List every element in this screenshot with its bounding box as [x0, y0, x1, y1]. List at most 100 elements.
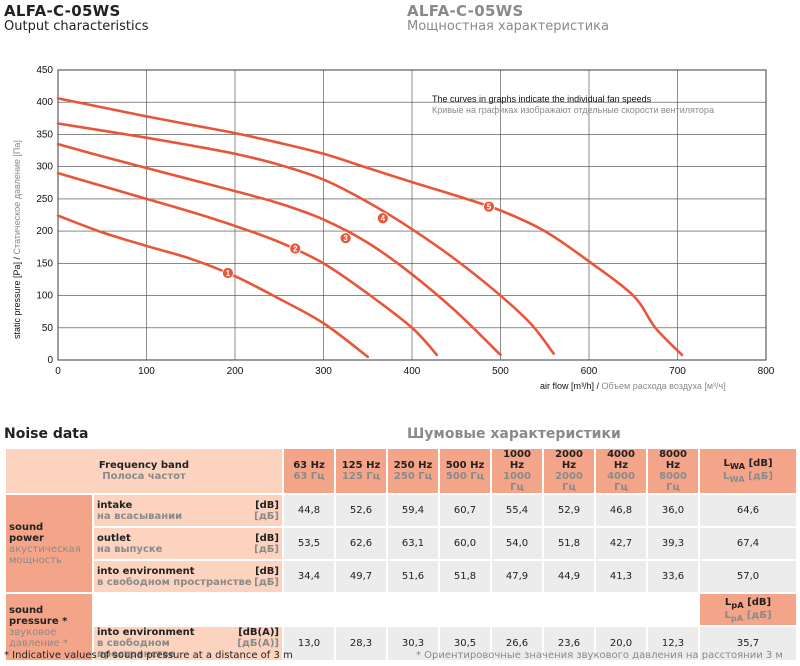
y-tick-label: 150 [36, 258, 53, 269]
x-tick-label: 700 [669, 366, 686, 377]
row-label-pressure-environment: into environment [dB(A)] в свободном прос… [92, 625, 284, 662]
fan-speed-curve-2 [56, 171, 439, 357]
subtitle-en: Output characteristics [4, 19, 149, 34]
fan-speed-curve-5 [56, 97, 684, 357]
y-tick-label: 350 [36, 129, 53, 140]
table-cell: 28,3 [334, 625, 388, 662]
sound-power-label: sound power акустическая мощность [4, 493, 94, 594]
table-cell: 59,4 [386, 493, 440, 528]
footnote-en: * Indicative values of sound pressure at… [4, 650, 293, 661]
table-cell: 51,8 [542, 526, 596, 561]
curve-marker-2 [289, 242, 302, 255]
header-row: Frequency band Полоса частот 63 Hz 63 Гц … [4, 447, 798, 495]
fan-speed-curve-1 [56, 214, 370, 359]
table-cell: 23,6 [542, 625, 596, 662]
table-cell: 62,6 [334, 526, 388, 561]
y-tick-label: 250 [36, 194, 53, 205]
table-cell: 46,8 [594, 493, 648, 528]
row-label-intake: intake [dB] на всасывании [дБ] [92, 493, 284, 528]
fan-speed-curve-4 [56, 122, 555, 355]
chart-note-en: The curves in graphs indicate the indivi… [432, 94, 652, 104]
curve-marker-1 [222, 267, 234, 279]
table-cell: 54,0 [490, 526, 544, 561]
table-cell: 52,9 [542, 493, 596, 528]
curve-marker-5 [483, 200, 495, 213]
table-cell: 41,3 [594, 559, 648, 594]
noise-table: Frequency band Полоса частот 63 Hz 63 Гц … [4, 447, 798, 662]
pressure-header-row: sound pressure * звуковое давление * LpA… [4, 592, 798, 662]
x-tick-label: 400 [404, 366, 421, 377]
y-tick-label: 100 [36, 291, 53, 302]
table-cell-total: 67,4 [698, 526, 798, 561]
table-cell: 13,0 [282, 625, 336, 662]
y-tick-label: 200 [36, 226, 53, 237]
table-cell: 44,9 [542, 559, 596, 594]
x-axis-label-en: air flow [m³/h] [540, 381, 594, 391]
table-cell: 33,6 [646, 559, 700, 594]
noise-title-ru: Шумовые характеристики [407, 426, 621, 442]
title-en: ALFA-C-05WS [4, 2, 121, 20]
table-cell-total: 35,7 [698, 625, 798, 662]
curve-marker-label-3: 3 [343, 234, 348, 243]
table-cell-total: 57,0 [698, 559, 798, 594]
y-axis-label: static pressure [Pa] / Статическое давле… [12, 140, 22, 339]
table-cell: 39,3 [646, 526, 700, 561]
y-tick-label: 50 [42, 323, 54, 334]
table-row: into environment [dB(A)] в свободном прос… [5, 625, 798, 662]
table-cell: 55,4 [490, 493, 544, 528]
x-tick-label: 800 [758, 366, 775, 377]
table-cell: 49,7 [334, 559, 388, 594]
table-cell: 42,7 [594, 526, 648, 561]
title-ru: ALFA-C-05WS [407, 2, 524, 20]
frequency-band-header: Frequency band Полоса частот [4, 447, 284, 495]
table-row: into environment [dB] в свободном простра… [5, 559, 798, 594]
table-cell: 51,8 [438, 559, 492, 594]
x-tick-label: 100 [138, 366, 155, 377]
lwa-header: LWA [dB] LWA [дБ] [698, 447, 798, 495]
freq-header: 8000 Hz 8000 Гц [646, 447, 700, 495]
footnote-ru: * Ориентировочные значения звукового дав… [416, 650, 783, 661]
x-tick-label: 600 [581, 366, 598, 377]
table-row: outlet [dB] на выпуске [дБ] 53,5 62,6 63,1… [5, 526, 798, 561]
freq-header: 63 Hz 63 Гц [282, 447, 336, 495]
y-tick-label: 400 [36, 97, 53, 108]
table-cell: 36,0 [646, 493, 700, 528]
table-cell: 52,6 [334, 493, 388, 528]
table-cell: 30,5 [438, 625, 492, 662]
y-tick-label: 0 [47, 355, 53, 366]
row-label-environment: into environment [dB] в свободном простра… [92, 559, 284, 594]
table-cell: 53,5 [282, 526, 336, 561]
x-tick-label: 200 [227, 366, 244, 377]
y-tick-label: 300 [36, 162, 53, 173]
table-cell: 20,0 [594, 625, 648, 662]
table-cell-total: 64,6 [698, 493, 798, 528]
table-cell: 26,6 [490, 625, 544, 662]
table-cell: 51,6 [386, 559, 440, 594]
x-tick-label: 500 [492, 366, 509, 377]
subtitle-ru: Мощностная характеристика [407, 19, 609, 34]
table-cell: 12,3 [646, 625, 700, 662]
x-axis-label-ru: Объем расхода воздуха [м³/ч] [602, 381, 726, 391]
curve-marker-label-1: 1 [226, 269, 231, 278]
table-cell: 63,1 [386, 526, 440, 561]
table-cell: 60,7 [438, 493, 492, 528]
freq-header: 4000 Hz 4000 Гц [594, 447, 648, 495]
curves: 1 2 3 4 5 [56, 97, 684, 359]
lpa-header: LpA [dB] LpA [дБ] [698, 592, 798, 627]
band-ru: Полоса частот [102, 471, 186, 482]
table-cell: 47,9 [490, 559, 544, 594]
curve-marker-label-4: 4 [381, 214, 386, 223]
table-cell: 34,4 [282, 559, 336, 594]
x-axis-label: air flow [m³/h] / Объем расхода воздуха … [540, 381, 726, 391]
chart-note-ru: Кривые на графиках изображают отдельные … [432, 105, 714, 115]
table-cell: 30,3 [386, 625, 440, 662]
y-axis-label-ru: Статическое давление [Па] [12, 140, 22, 254]
row-label-outlet: outlet [dB] на выпуске [дБ] [92, 526, 284, 561]
freq-header: 250 Hz 250 Гц [386, 447, 440, 495]
freq-header: 2000 Hz 2000 Гц [542, 447, 596, 495]
table-cell: 60,0 [438, 526, 492, 561]
y-tick-label: 450 [36, 65, 53, 76]
curve-marker-3 [339, 232, 352, 245]
